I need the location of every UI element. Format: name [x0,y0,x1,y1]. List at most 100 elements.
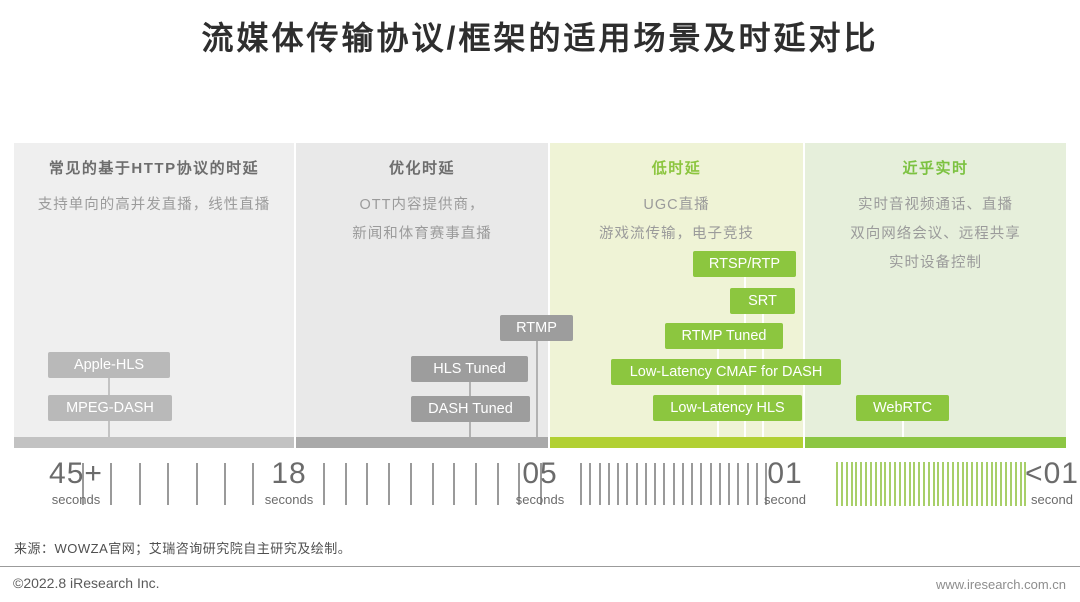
connector-line [536,340,538,437]
timeline-tick [1014,462,1017,506]
timeline-tick [927,462,930,506]
timeline-tick [82,463,84,505]
source-note: 来源：WOWZA官网；艾瑞咨询研究院自主研究及绘制。 [14,541,352,556]
protocol-badge-hls-tuned: HLS Tuned [411,356,528,382]
timeline-tick [453,463,456,505]
timeline-tick [884,462,887,506]
timeline-tick [937,462,940,506]
timeline-unit: seconds [51,492,101,507]
zone-description: UGC直播 游戏流传输，电子竞技 [550,191,803,249]
timeline-tick [681,463,684,505]
timeline-tick [985,462,988,506]
timeline-value: <01 [1025,457,1079,490]
timeline-tick [971,462,974,506]
timeline-tick [836,462,838,506]
timeline-tick [431,463,434,505]
timeline-value: 01 [767,457,803,490]
zone-description-line: 游戏流传输，电子竞技 [599,226,754,242]
timeline-tick [918,462,921,506]
timeline-unit: seconds [264,492,314,507]
zone-description-line: 新闻和体育赛事直播 [352,226,492,242]
timeline-tick [898,462,901,506]
protocol-badge-low-latency-cmaf-for-dash: Low-Latency CMAF for DASH [611,359,841,385]
protocol-badge-srt: SRT [730,288,795,314]
copyright-text: ©2022.8 iResearch Inc. [13,575,160,591]
timeline-value: 05 [522,457,558,490]
timeline-label-01-second: <01 second [992,457,1080,508]
timeline-tick [746,463,749,505]
timeline-tick [644,463,647,505]
timeline-tick [894,462,896,506]
timeline-tick [865,462,867,506]
connector-line [717,347,719,437]
timeline-tick [903,462,906,506]
protocol-badge-low-latency-hls: Low-Latency HLS [653,395,802,421]
timeline-tick [961,462,964,506]
timeline-tick [672,463,675,505]
timeline-tick [617,463,619,505]
strip-segment-1 [14,437,294,448]
zone-header: 近乎实时 [902,160,969,177]
timeline-tick [138,463,141,505]
timeline-tick [580,463,582,505]
timeline-tick [167,463,170,505]
connector-line [744,277,746,437]
zone-description-line: 支持单向的高并发直播，线性直播 [37,197,271,213]
timeline-tick [956,462,959,506]
timeline-tick [855,462,858,506]
timeline-tick [691,463,693,505]
timeline-tick [966,462,969,506]
timeline-tick [1005,462,1007,506]
timeline-tick [980,462,983,506]
zone-description-line: 双向网络会议、远程共享 [850,226,1021,242]
timeline-tick [1024,462,1027,506]
timeline-tick [635,463,638,505]
timeline-tick [518,463,521,505]
zone-description: OTT内容提供商， 新闻和体育赛事直播 [296,191,548,249]
connector-line [902,419,904,437]
zone-header: 常见的基于HTTP协议的时延 [48,160,260,177]
timeline-label-45-seconds: 45+ seconds [16,459,136,508]
protocol-badge-apple-hls: Apple-HLS [48,352,170,378]
timeline-tick [908,462,911,506]
timeline-label-18-seconds: 18 seconds [229,459,349,508]
timeline-tick [1009,462,1012,506]
timeline-tick [366,463,369,505]
timeline-tick [951,462,954,506]
timeline-tick [728,463,730,505]
zone-2: 优化时延 OTT内容提供商， 新闻和体育赛事直播 [296,143,548,437]
timeline-tick [224,463,226,505]
timeline-tick [850,462,853,506]
protocol-badge-rtmp: RTMP [500,315,573,341]
zone-description: 支持单向的高并发直播，线性直播 [14,191,294,220]
timeline-tick [737,463,740,505]
footer-divider [0,566,1080,567]
timeline-tick [845,462,848,506]
zone-header: 低时延 [651,160,702,177]
protocol-badge-dash-tuned: DASH Tuned [411,396,530,422]
timeline-tick [1000,462,1003,506]
timeline-tick [840,462,843,506]
timeline-tick [663,463,666,505]
zone-4: 近乎实时实时音视频通话、直播 双向网络会议、远程共享 实时设备控制 [805,143,1066,437]
timeline-tick [976,462,979,506]
timeline-tick [540,463,542,505]
timeline-tick [626,463,629,505]
timeline-tick [252,463,255,505]
timeline-label-01-second: 01 second [725,457,845,508]
zone-description-line: OTT内容提供商， [359,197,485,213]
timeline-tick [942,462,945,506]
timeline-tick [995,462,998,506]
timeline-tick [765,463,767,505]
timeline-tick [755,463,758,505]
timeline-tick [607,463,610,505]
zone-header: 优化时延 [388,160,455,177]
zone-description: 实时音视频通话、直播 双向网络会议、远程共享 实时设备控制 [805,191,1066,278]
timeline-tick [1019,462,1022,506]
timeline-tick [474,463,477,505]
timeline-tick [990,462,993,506]
timeline-tick [709,463,712,505]
timeline-tick [922,462,925,506]
timeline-tick [496,463,499,505]
